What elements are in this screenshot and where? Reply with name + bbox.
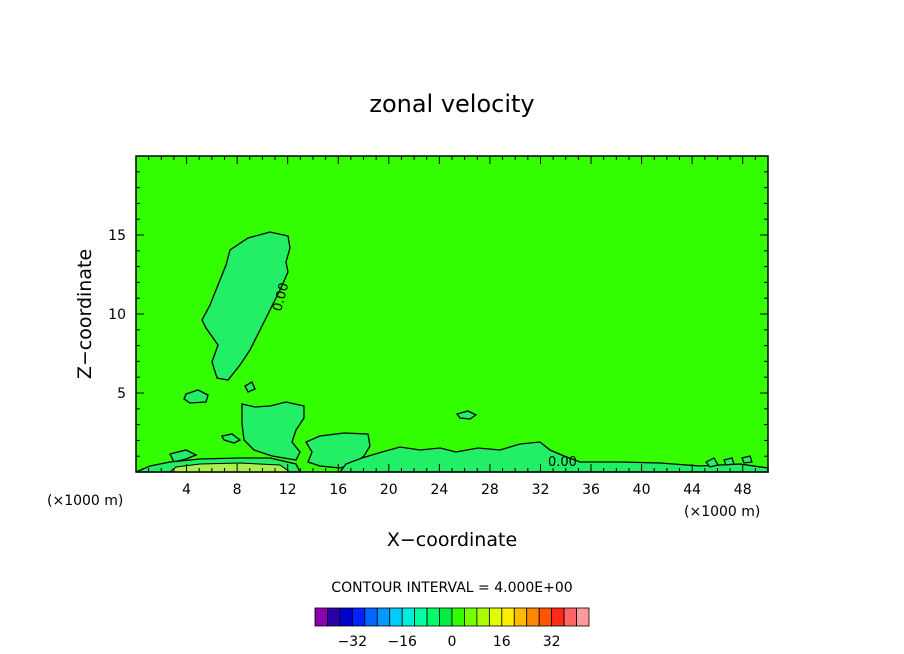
contour-region-small-blob-1 (183, 389, 209, 404)
colorbar-swatch (488, 607, 503, 627)
colorbar-tick-label: 32 (543, 634, 561, 650)
plot-area: 0.00 0.00 (135, 155, 769, 473)
contour-interval-label: CONTOUR INTERVAL = 4.000E+00 (331, 580, 572, 596)
contour-label-upper: 0.00 (270, 281, 292, 313)
contour-region-middle-lobe (241, 401, 305, 461)
contour-label-lower: 0.00 (548, 455, 577, 470)
colorbar (314, 607, 590, 627)
x-unit-right: (×1000 m) (684, 504, 760, 520)
x-tick-label: 4 (182, 482, 191, 498)
contour-region-small-blob-5 (705, 457, 719, 468)
x-tick-label: 48 (734, 482, 752, 498)
colorbar-swatch (389, 607, 403, 627)
colorbar-swatch (526, 607, 540, 627)
colorbar-swatch (439, 607, 453, 627)
x-tick-label: 8 (233, 482, 242, 498)
y-tick-label: 15 (108, 228, 126, 244)
colorbar-swatch (451, 607, 465, 627)
x-tick-label: 28 (481, 482, 499, 498)
contour-region-left-strip (169, 449, 198, 463)
colorbar-swatch (538, 607, 553, 627)
x-tick-label: 12 (279, 482, 297, 498)
colorbar-tick-label: 16 (493, 634, 511, 650)
contour-region-small-blob-4 (455, 410, 478, 420)
x-tick-label: 24 (430, 482, 448, 498)
colorbar-swatch (563, 607, 577, 627)
colorbar-labels: −32 −16 0 16 32 (338, 634, 561, 650)
colorbar-tick-label: 0 (448, 634, 457, 650)
colorbar-swatch (364, 607, 378, 627)
x-tick-label: 40 (633, 482, 651, 498)
contour-region-small-blob-7 (741, 455, 753, 464)
x-tick-label: 20 (380, 482, 398, 498)
colorbar-tick-label: −16 (387, 634, 417, 650)
colorbar-swatch (376, 607, 391, 627)
colorbar-swatch (464, 607, 478, 627)
colorbar-swatch (414, 607, 428, 627)
contour-region-small-blob-3 (221, 433, 242, 444)
x-unit-left: (×1000 m) (47, 493, 123, 509)
colorbar-swatch (576, 607, 590, 627)
y-tick-labels: 5 10 15 (108, 228, 126, 402)
contour-region-bottom-band (338, 441, 769, 473)
x-tick-label: 16 (329, 482, 347, 498)
colorbar-swatch (513, 607, 528, 627)
y-axis-label: Z−coordinate (74, 249, 96, 379)
contour-region-small-blob-2 (244, 381, 256, 393)
colorbar-swatch (501, 607, 515, 627)
colorbar-swatch (339, 607, 353, 627)
colorbar-swatch (327, 607, 341, 627)
colorbar-swatch (351, 607, 366, 627)
colorbar-tick-label: −32 (338, 634, 368, 650)
colorbar-swatch (551, 607, 565, 627)
y-tick-label: 5 (117, 386, 126, 402)
axis-ticks (136, 156, 768, 472)
colorbar-swatch (314, 607, 328, 627)
contour-region-upper-lobe (201, 231, 291, 381)
x-tick-label: 32 (532, 482, 550, 498)
contour-region-small-blob-6 (723, 457, 735, 466)
chart-title: zonal velocity (369, 90, 534, 118)
x-tick-label: 44 (683, 482, 701, 498)
x-tick-labels: 4 8 12 16 20 24 28 32 36 40 44 48 (182, 482, 752, 498)
colorbar-swatch (401, 607, 416, 627)
colorbar-swatch (476, 607, 490, 627)
y-tick-label: 10 (108, 307, 126, 323)
colorbar-swatch (426, 607, 440, 627)
x-tick-label: 36 (582, 482, 600, 498)
x-axis-label: X−coordinate (387, 529, 517, 551)
